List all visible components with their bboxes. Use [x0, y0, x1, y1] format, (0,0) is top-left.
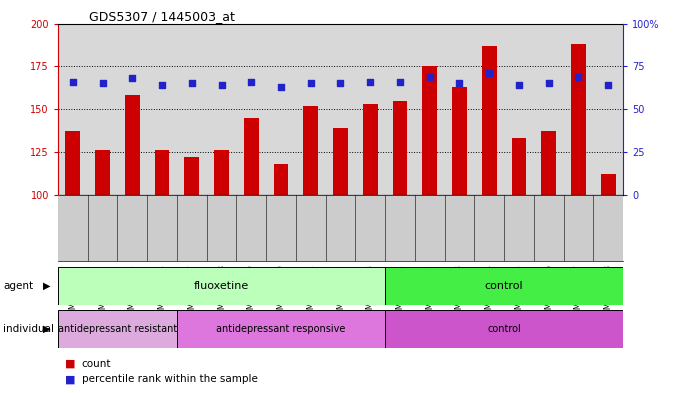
Bar	[125, 95, 140, 195]
Bar	[601, 174, 616, 195]
Text: agent: agent	[3, 281, 33, 291]
Point	[216, 82, 227, 88]
Text: control: control	[485, 281, 524, 291]
Point	[246, 79, 257, 85]
Text: antidepressant resistant: antidepressant resistant	[58, 324, 177, 334]
Point	[157, 82, 168, 88]
Bar	[333, 128, 348, 195]
Point	[305, 80, 316, 86]
Point	[454, 80, 465, 86]
Bar	[95, 150, 110, 195]
Text: ■: ■	[65, 374, 75, 384]
Bar	[155, 150, 170, 195]
Bar	[185, 157, 199, 195]
Text: individual: individual	[3, 324, 54, 334]
Bar	[511, 138, 526, 195]
Point	[335, 80, 346, 86]
Point	[187, 80, 197, 86]
Point	[543, 80, 554, 86]
Point	[394, 79, 405, 85]
Point	[365, 79, 376, 85]
Bar	[58, 310, 177, 348]
Bar	[385, 310, 623, 348]
Bar	[214, 150, 229, 195]
Bar	[392, 101, 407, 195]
Text: fluoxetine: fluoxetine	[194, 281, 249, 291]
Text: control: control	[487, 324, 521, 334]
Text: ▶: ▶	[43, 324, 50, 334]
Bar	[571, 44, 586, 195]
Bar	[58, 267, 385, 305]
Point	[603, 82, 614, 88]
Bar	[274, 164, 289, 195]
Bar	[244, 118, 259, 195]
Bar	[177, 310, 385, 348]
Text: ▶: ▶	[43, 281, 50, 291]
Bar	[541, 131, 556, 195]
Bar	[452, 87, 467, 195]
Bar	[363, 104, 378, 195]
Bar	[481, 46, 496, 195]
Point	[67, 79, 78, 85]
Text: percentile rank within the sample: percentile rank within the sample	[82, 374, 257, 384]
Point	[424, 73, 435, 80]
Point	[127, 75, 138, 81]
Point	[276, 84, 287, 90]
Text: count: count	[82, 358, 111, 369]
Point	[573, 73, 584, 80]
Text: ■: ■	[65, 358, 75, 369]
Text: GDS5307 / 1445003_at: GDS5307 / 1445003_at	[89, 10, 234, 23]
Bar	[303, 106, 318, 195]
Point	[484, 70, 494, 76]
Point	[513, 82, 524, 88]
Bar	[65, 131, 80, 195]
Text: antidepressant responsive: antidepressant responsive	[217, 324, 346, 334]
Bar	[385, 267, 623, 305]
Bar	[422, 66, 437, 195]
Point	[97, 80, 108, 86]
